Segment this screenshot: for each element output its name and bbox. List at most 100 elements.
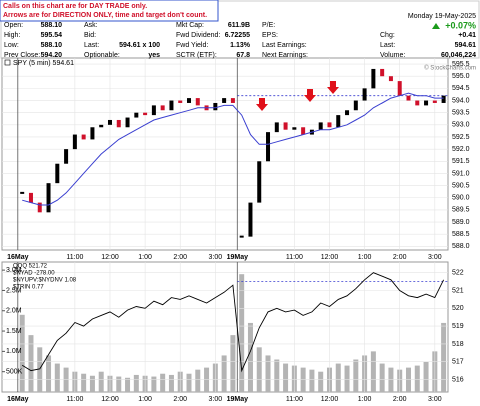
volume-bar (344, 365, 350, 392)
y2-tick-label: 2.5M (6, 287, 22, 294)
candle (169, 100, 174, 111)
legend-entry: $NYAD -278.00 (13, 271, 55, 277)
stat-label: Prev Close: (4, 52, 40, 59)
stat-label: Next Earnings: (262, 52, 308, 59)
candle (222, 98, 227, 103)
volume-bar (318, 371, 324, 392)
volume-bar (89, 375, 95, 392)
y-tick-label: 593.5 (452, 110, 470, 117)
volume-bar (309, 369, 315, 392)
candle (371, 68, 376, 89)
candle (292, 127, 297, 130)
y-tick-label: 592.5 (452, 134, 470, 141)
stat-label: Volume: (380, 52, 405, 59)
legend-entry: QQQ 521.72 (13, 264, 48, 270)
stat-value: 594.20 (41, 52, 63, 59)
volume-bar (230, 335, 236, 392)
y2-tick-label: 2.0M (6, 308, 22, 315)
legend-entry: $TRIN 0.77 (13, 285, 44, 291)
candle (327, 122, 332, 128)
candle (72, 134, 77, 150)
stat-label: Last: (380, 42, 395, 49)
chart-label: SPY (5 min) 594.61 (13, 60, 74, 67)
stat-label: Last: (84, 42, 99, 49)
y2-tick-label: 1.0M (6, 348, 22, 355)
up-triangle (432, 23, 440, 29)
y-tick-label: 590.5 (452, 182, 470, 189)
stat-label: Fwd Dividend: (176, 32, 220, 39)
stat-value: 6.72255 (225, 32, 250, 39)
volume-bar (370, 351, 376, 392)
y-tick-label: 594.5 (452, 85, 470, 92)
volume-bar (274, 359, 280, 392)
candle (37, 202, 42, 213)
x-tick-label: 19May (227, 396, 249, 403)
candle (345, 110, 350, 116)
candle (380, 68, 385, 77)
candle (415, 100, 420, 106)
candle (99, 124, 104, 128)
x-tick-label: 1:00 (358, 254, 372, 261)
x-tick-label: 3:00 (209, 396, 223, 403)
x-tick-label: 16May (7, 396, 29, 403)
candle (125, 117, 130, 128)
stat-label: Last Earnings: (262, 42, 307, 49)
y-tick-label: 590.0 (452, 195, 470, 202)
stat-value: 588.10 (41, 22, 63, 29)
main-plot-frame (1, 57, 449, 251)
stat-value: 1.13% (230, 42, 251, 49)
stat-label: SCTR (ETF): (176, 52, 217, 59)
candle (441, 95, 446, 103)
candle (143, 112, 148, 116)
candle (432, 100, 437, 103)
candle (301, 127, 306, 135)
stat-label: EPS: (262, 32, 278, 39)
volume-bar (116, 376, 122, 392)
volume-bar (335, 363, 341, 392)
watermark: © StockCharts.com (424, 65, 476, 72)
x-tick-label: 11:00 (286, 254, 303, 261)
x-tick-label: 11:00 (66, 396, 83, 403)
stat-value: +0.41 (458, 32, 476, 39)
stat-label: Chg: (380, 32, 395, 39)
candle (55, 163, 60, 184)
y-tick-label: 591.5 (452, 158, 470, 165)
y-tick-label: 520 (452, 305, 464, 312)
x-tick-label: 3:00 (209, 254, 223, 261)
volume-bar (81, 373, 87, 392)
stat-value: 588.10 (41, 42, 63, 49)
candle (336, 115, 341, 128)
candle (388, 76, 393, 82)
candle (318, 122, 323, 130)
price-line (21, 272, 445, 373)
volume-bar (221, 355, 227, 392)
y-tick-label: 593.0 (452, 122, 470, 129)
x-tick-label: 16May (7, 254, 29, 261)
stat-value: 67.8 (236, 52, 250, 59)
direction-arrow (327, 81, 339, 94)
date: Monday 19-May-2025 (408, 13, 476, 20)
volume-bar (160, 373, 166, 392)
candle (406, 95, 411, 101)
candle (64, 149, 69, 164)
x-tick-label: 2:00 (393, 396, 407, 403)
volume-bar (19, 314, 25, 392)
stat-value: 594.61 x 100 (119, 42, 160, 49)
candle (353, 100, 358, 111)
candle (248, 202, 253, 237)
volume-bar (423, 361, 429, 392)
stat-label: Bid: (84, 32, 96, 39)
legend-swatch (4, 59, 11, 66)
x-tick-label: 12:00 (101, 396, 119, 403)
stat-label: Fwd Yield: (176, 42, 208, 49)
plots: 588.0 588.5 589.0 589.5 590.0 590.5 591.0 591.5… (2, 58, 470, 403)
stat-value: yes (148, 52, 160, 59)
candle (187, 98, 192, 103)
candle (257, 161, 262, 203)
stat-label: High: (4, 32, 20, 39)
volume-bar (125, 377, 131, 392)
y-tick-label: 521 (452, 287, 464, 294)
candle (213, 102, 218, 111)
volume-bar (37, 347, 43, 392)
x-tick-label: 2:00 (173, 254, 187, 261)
